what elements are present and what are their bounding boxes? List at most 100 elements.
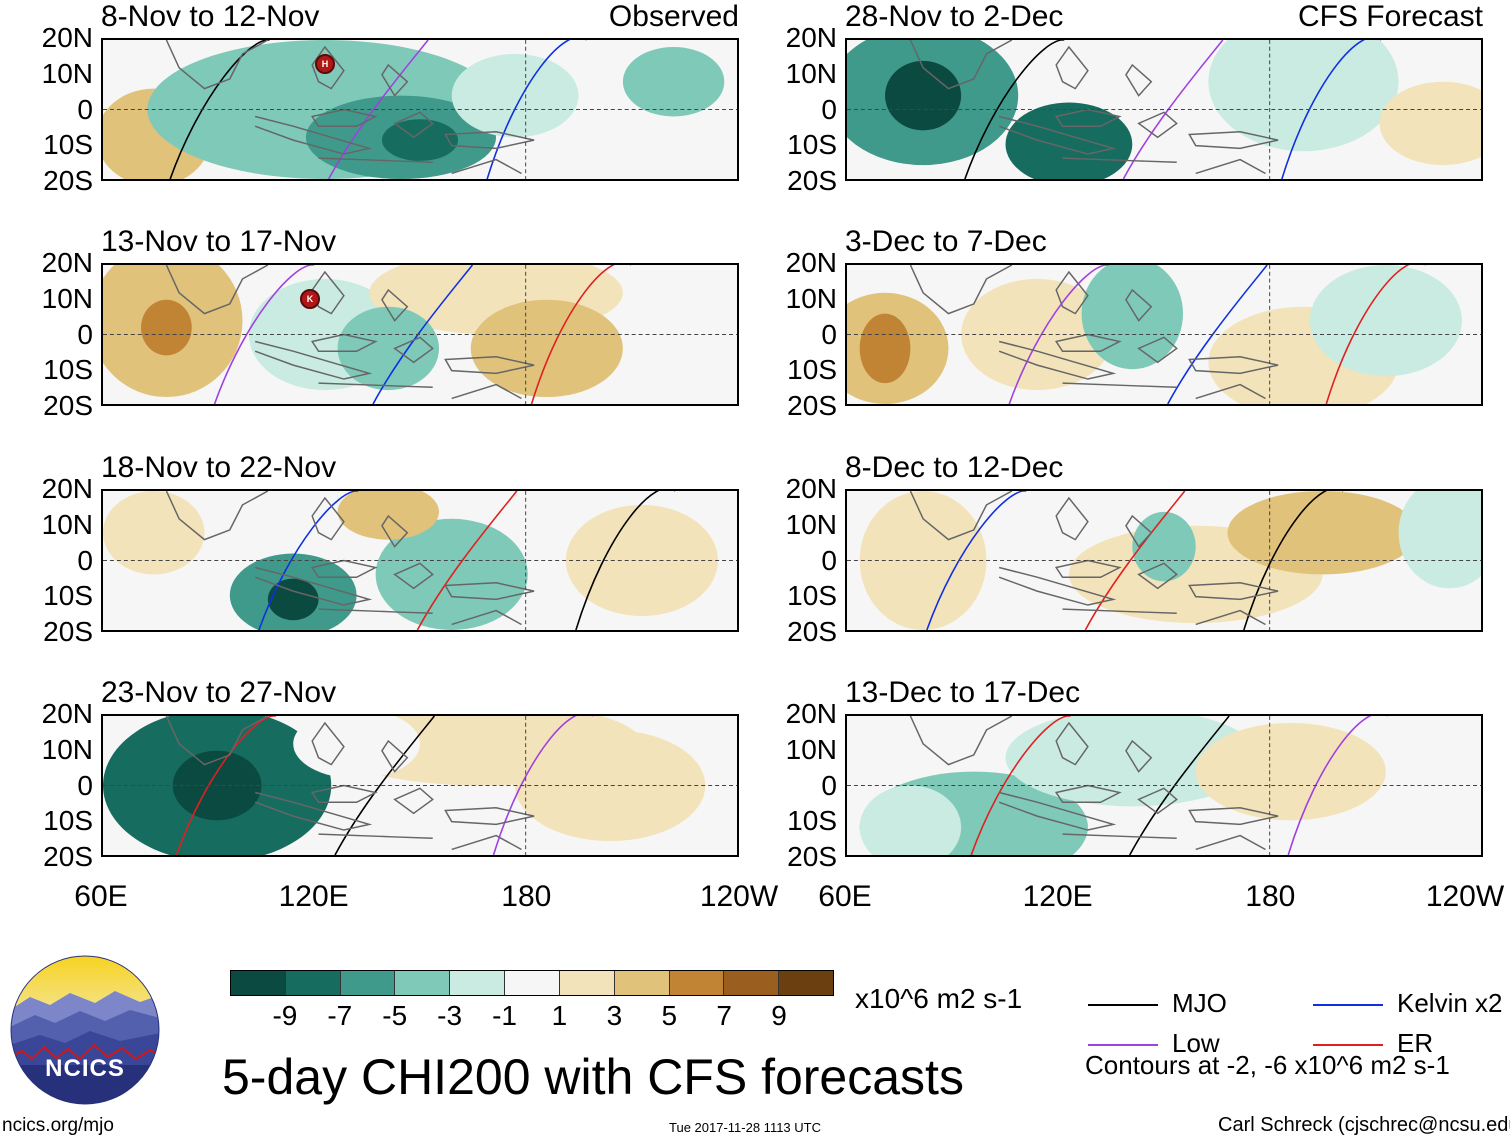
coastline — [393, 562, 434, 590]
coastline — [998, 340, 1117, 380]
lat-label: 10S — [43, 129, 93, 161]
coastline — [393, 111, 434, 139]
contour-line — [213, 265, 314, 404]
lon-label: 120E — [278, 880, 349, 913]
footer-left-url[interactable]: ncics.org/mjo — [2, 1115, 114, 1136]
coastline — [1062, 382, 1177, 389]
footer-timestamp: Tue 2017-11-28 1113 UTC — [669, 1120, 821, 1135]
coastline — [451, 383, 522, 400]
coastline — [381, 288, 409, 322]
shading-area — [1398, 491, 1481, 589]
coastline — [318, 382, 433, 389]
lon-label: 120E — [1022, 880, 1093, 913]
shading-area — [1208, 40, 1399, 152]
contour-line — [575, 491, 676, 630]
coastline — [311, 721, 345, 766]
colorbar-tick-label: 9 — [771, 1000, 787, 1031]
coastline — [909, 716, 1013, 766]
coastline — [998, 566, 1117, 606]
legend-line — [1088, 1044, 1158, 1046]
lat-label: 20N — [41, 473, 93, 504]
map-panel — [845, 38, 1483, 181]
colorbar-tick-label: -3 — [437, 1000, 463, 1031]
coastline — [998, 115, 1117, 155]
lat-label: 0 — [821, 93, 837, 125]
contour-line — [486, 40, 587, 179]
lat-label: 10N — [785, 282, 837, 314]
coastline — [311, 496, 345, 541]
panel-label: Observed — [608, 0, 739, 33]
contour-line — [970, 716, 1071, 855]
colorbar-tick-label: -1 — [492, 1000, 517, 1031]
coastline — [310, 108, 378, 127]
coastline — [1054, 784, 1122, 803]
coastline — [311, 45, 345, 90]
lat-label: 10N — [41, 282, 93, 314]
main-title: 5-day CHI200 with CFS forecasts — [222, 1049, 964, 1105]
panel-title: 23-Nov to 27-Nov — [101, 676, 337, 709]
coastline — [254, 340, 373, 380]
lat-label: 10S — [787, 354, 837, 386]
lat-label: 20N — [785, 22, 837, 53]
lat-label: 10S — [787, 580, 837, 612]
coastline — [1055, 496, 1089, 541]
contour-line — [1287, 716, 1388, 855]
contours-note: Contours at -2, -6 x10^6 m2 s-1 — [1085, 1050, 1450, 1080]
colorbar-tick-label: -9 — [272, 1000, 298, 1031]
lat-label: 20S — [43, 165, 93, 196]
contour-line — [258, 491, 359, 630]
lon-label: 180 — [501, 880, 552, 913]
coastline — [1125, 739, 1153, 773]
coastline — [1054, 108, 1122, 127]
panel-title: 3-Dec to 7-Dec — [845, 225, 1047, 258]
lat-label: 20N — [41, 22, 93, 53]
lat-label: 20S — [787, 165, 837, 196]
colorbar-swatch — [505, 971, 560, 995]
coastline — [444, 582, 535, 601]
contour-line — [1281, 40, 1382, 179]
storm-marker: K — [300, 289, 320, 309]
contour-line — [416, 491, 518, 630]
contour-line — [169, 40, 270, 179]
coastline — [393, 787, 434, 815]
shading-area — [1132, 511, 1196, 582]
coastline — [393, 336, 434, 364]
coastline — [1125, 288, 1153, 322]
colorbar-swatch — [450, 971, 506, 995]
contour-line — [1008, 265, 1109, 404]
coastline — [1195, 158, 1266, 175]
legend-label: MJO — [1172, 988, 1227, 1018]
colorbar-swatch — [285, 971, 341, 995]
coastline — [1062, 833, 1177, 840]
coastline — [381, 63, 409, 97]
coastline — [1188, 807, 1279, 826]
coastline — [1195, 609, 1266, 626]
coastline — [1054, 333, 1122, 352]
lat-label: 10N — [41, 733, 93, 765]
contour-line — [1325, 265, 1426, 404]
coastline — [381, 514, 409, 548]
lat-label: 10S — [43, 580, 93, 612]
lat-label: 0 — [77, 544, 93, 576]
shading-area — [1195, 722, 1386, 821]
coastline — [1125, 63, 1153, 97]
ncics-logo[interactable]: NCICS — [10, 955, 160, 1105]
colorbar-swatch — [340, 971, 396, 995]
colorbar-tick-label: -7 — [327, 1000, 353, 1031]
contour-line — [492, 716, 593, 855]
colorbar-tick-label: 3 — [606, 1000, 623, 1031]
coastline — [310, 784, 378, 803]
lat-label: 20S — [43, 390, 93, 421]
shading-area — [293, 716, 420, 779]
lat-label: 20S — [787, 390, 837, 421]
colorbar-tick-label: 1 — [551, 1000, 568, 1031]
lat-label: 0 — [821, 318, 837, 350]
coastline — [381, 739, 409, 773]
coastline — [310, 559, 378, 578]
coastline — [1195, 834, 1266, 851]
coastline — [1054, 559, 1122, 578]
colorbar-swatch — [559, 971, 615, 995]
lat-label: 20N — [785, 247, 837, 278]
lon-label: 120W — [1425, 880, 1505, 913]
coastline — [1188, 356, 1279, 375]
